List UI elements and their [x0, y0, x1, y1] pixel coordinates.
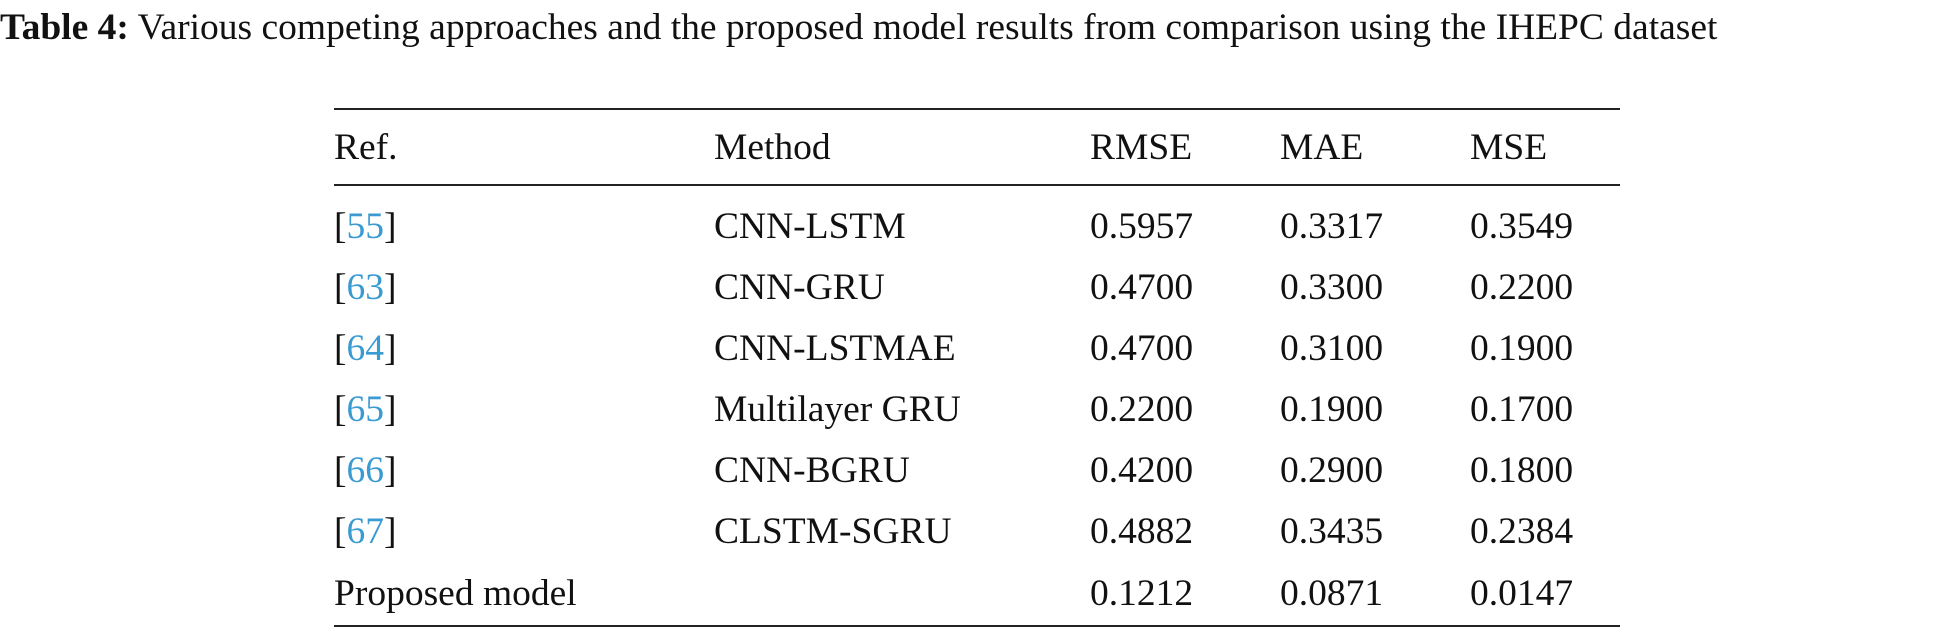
method-cell: CLSTM-SGRU [714, 511, 952, 552]
mae-cell: 0.1900 [1280, 389, 1384, 430]
mse-cell: 0.3549 [1470, 206, 1574, 247]
mae-cell: 0.3435 [1280, 511, 1384, 552]
table-row: [66] CNN-BGRU 0.4200 0.2900 0.1800 [334, 440, 1620, 501]
ref-cell: Proposed model [334, 573, 577, 614]
rmse-cell: 0.5957 [1090, 206, 1194, 247]
header-cell: Ref. [334, 126, 398, 168]
rmse-cell: 0.4700 [1090, 328, 1194, 369]
mse-cell: 0.0147 [1470, 573, 1574, 614]
mse-cell: 0.2200 [1470, 267, 1574, 308]
rmse-cell: 0.4882 [1090, 511, 1194, 552]
table-row: [65] Multilayer GRU 0.2200 0.1900 0.1700 [334, 379, 1620, 440]
rmse-cell: 0.4200 [1090, 450, 1194, 491]
mae-cell: 0.0871 [1280, 573, 1384, 614]
mae-cell: 0.3300 [1280, 267, 1384, 308]
header-row: Ref. Method RMSE MAE MSE [334, 109, 1620, 185]
results-table: Ref. Method RMSE MAE MSE [55] CNN-LSTM 0.5957 0… [334, 108, 1620, 627]
ref-cell: [65] [334, 389, 397, 430]
ref-link[interactable]: 66 [346, 450, 385, 491]
header-cell: RMSE [1090, 126, 1193, 168]
mse-cell: 0.2384 [1470, 511, 1574, 552]
mae-cell: 0.3317 [1280, 206, 1384, 247]
table-row: Proposed model 0.1212 0.0871 0.0147 [334, 562, 1620, 626]
ref-link[interactable]: 67 [346, 511, 385, 552]
caption: Table 4: Various competing approaches an… [0, 0, 1954, 55]
mae-cell: 0.3100 [1280, 328, 1384, 369]
rmse-cell: 0.2200 [1090, 389, 1194, 430]
method-cell: Multilayer GRU [714, 389, 961, 430]
ref-cell: [55] [334, 206, 397, 247]
ref-cell: [67] [334, 511, 397, 552]
ref-cell: [66] [334, 450, 397, 491]
table-row: [64] CNN-LSTMAE 0.4700 0.3100 0.1900 [334, 318, 1620, 379]
rmse-cell: 0.1212 [1090, 573, 1194, 614]
mse-cell: 0.1900 [1470, 328, 1574, 369]
ref-cell: [63] [334, 267, 397, 308]
rmse-cell: 0.4700 [1090, 267, 1194, 308]
table-row: [67] CLSTM-SGRU 0.4882 0.3435 0.2384 [334, 501, 1620, 562]
header-cell: Method [714, 126, 831, 168]
caption-label: Table 4: [0, 7, 129, 48]
mse-cell: 0.1700 [1470, 389, 1574, 430]
table-row: [63] CNN-GRU 0.4700 0.3300 0.2200 [334, 257, 1620, 318]
header-cell: MSE [1470, 126, 1548, 168]
ref-link[interactable]: 55 [346, 206, 385, 247]
method-cell: CNN-BGRU [714, 450, 910, 491]
mse-cell: 0.1800 [1470, 450, 1574, 491]
ref-link[interactable]: 65 [346, 389, 385, 430]
header-cell: MAE [1280, 126, 1364, 168]
method-cell: CNN-GRU [714, 267, 885, 308]
table-row: [55] CNN-LSTM 0.5957 0.3317 0.3549 [334, 185, 1620, 257]
ref-link[interactable]: 63 [346, 267, 385, 308]
method-cell: CNN-LSTM [714, 206, 906, 247]
ref-link[interactable]: 64 [346, 328, 385, 369]
caption-text: Various competing approaches and the pro… [137, 7, 1718, 48]
ref-cell: [64] [334, 328, 397, 369]
method-cell: CNN-LSTMAE [714, 328, 956, 369]
mae-cell: 0.2900 [1280, 450, 1384, 491]
